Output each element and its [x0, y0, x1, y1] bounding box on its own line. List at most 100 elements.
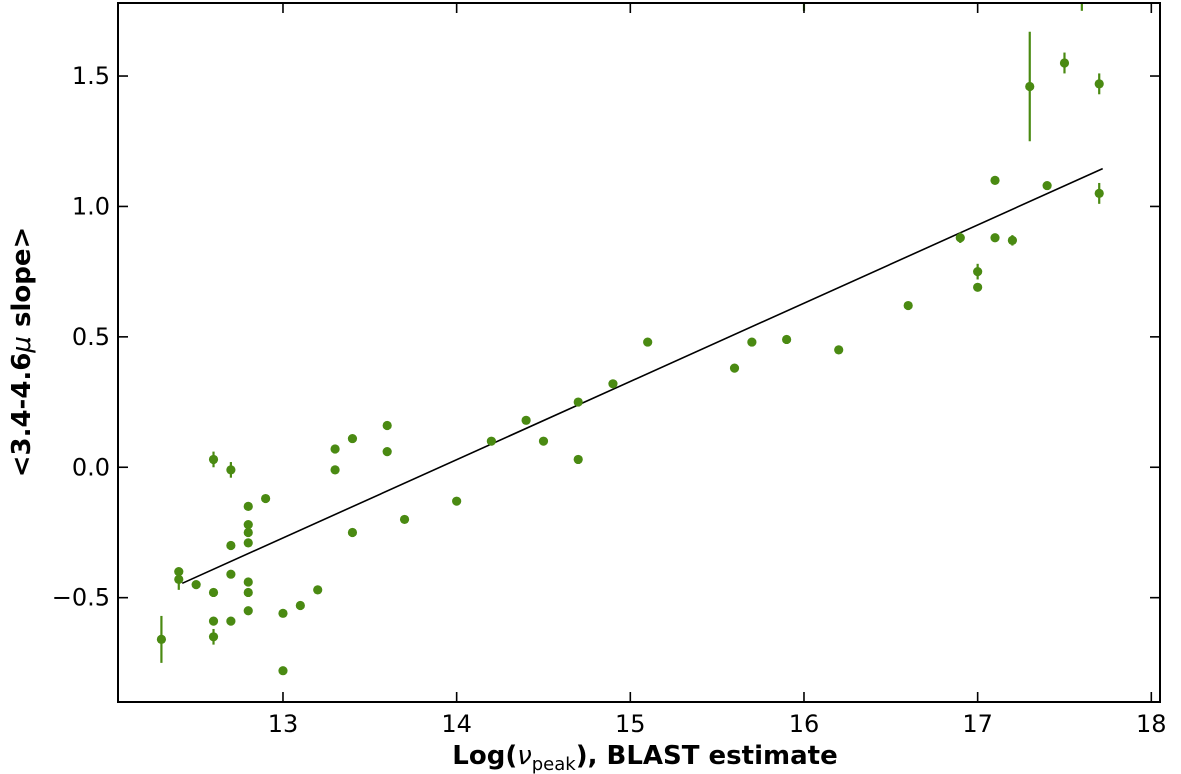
data-point: [1094, 182, 1104, 204]
point-marker: [1042, 180, 1052, 191]
y-tick-label: 0.5: [72, 323, 110, 351]
data-point: [261, 493, 271, 504]
x-axis-title: Log(νpeak), BLAST estimate: [452, 741, 837, 774]
point-marker: [573, 397, 583, 407]
data-point: [573, 397, 583, 407]
point-marker: [243, 587, 253, 598]
point-marker: [990, 175, 1000, 185]
data-point: [243, 501, 253, 511]
data-point: [643, 337, 653, 347]
data-point: [903, 300, 913, 311]
data-point: [1007, 235, 1017, 246]
data-point: [1094, 73, 1104, 95]
point-marker: [521, 415, 531, 425]
point-marker: [243, 501, 253, 511]
data-point: [208, 628, 219, 645]
data-point: [486, 436, 496, 446]
data-point: [208, 616, 219, 626]
point-marker: [208, 587, 219, 598]
point-marker: [243, 527, 253, 538]
point-marker: [330, 444, 340, 454]
data-point: [347, 433, 358, 444]
x-tick-label: 14: [441, 710, 472, 738]
point-marker: [1059, 58, 1070, 68]
fit-line: [181, 167, 1104, 585]
data-point: [973, 263, 983, 280]
y-tick-label: 0.0: [72, 453, 110, 481]
x-tick-label: 15: [615, 710, 646, 738]
data-point: [1025, 31, 1035, 142]
point-marker: [278, 608, 288, 618]
point-marker: [834, 345, 844, 355]
point-marker: [399, 514, 410, 525]
point-marker: [747, 337, 757, 347]
data-point: [295, 600, 305, 611]
point-marker: [643, 337, 653, 347]
data-point: [538, 436, 549, 446]
point-marker: [243, 606, 253, 616]
fit-line-layer: [181, 167, 1104, 585]
data-point: [382, 420, 392, 431]
data-point: [330, 444, 340, 454]
data-point: [226, 540, 236, 551]
y-axis-title-suffix: slope>: [7, 227, 37, 336]
y-axis-title-mu: μ: [7, 336, 37, 354]
data-point: [243, 606, 253, 616]
x-tick-label: 16: [789, 710, 820, 738]
data-point: [452, 496, 462, 506]
data-point: [174, 568, 184, 590]
point-marker: [538, 436, 549, 446]
point-marker: [226, 465, 236, 475]
data-point: [347, 527, 358, 538]
data-point: [278, 666, 288, 676]
data-point: [1042, 180, 1052, 191]
data-point: [573, 454, 583, 465]
point-marker: [1094, 79, 1104, 89]
data-point: [156, 615, 167, 663]
data-point: [973, 282, 983, 292]
data-point: [243, 587, 253, 598]
data-point: [782, 334, 792, 345]
point-marker: [261, 493, 271, 504]
point-marker: [1025, 81, 1035, 92]
x-axis-title-nu: ν: [517, 741, 532, 771]
data-point: [521, 415, 531, 425]
point-marker: [1007, 235, 1017, 245]
data-point: [313, 585, 323, 595]
point-marker: [382, 420, 392, 431]
data-point: [834, 345, 844, 355]
y-tick-label: −0.5: [52, 584, 110, 612]
data-point: [226, 569, 236, 579]
data-point: [990, 233, 1000, 243]
data-point: [243, 538, 253, 548]
data-point: [243, 520, 253, 530]
point-marker: [990, 233, 1000, 243]
data-point: [208, 451, 219, 468]
points-layer: [156, 3, 1104, 676]
point-marker: [156, 634, 167, 645]
x-axis-title-suffix: ), BLAST estimate: [576, 741, 838, 771]
point-marker: [243, 538, 253, 548]
data-point: [399, 514, 410, 525]
point-marker: [278, 666, 288, 676]
point-marker: [608, 379, 618, 389]
data-point: [1059, 52, 1070, 74]
y-tick-label: 1.5: [72, 62, 110, 90]
point-marker: [452, 496, 462, 506]
point-marker: [243, 577, 253, 587]
point-marker: [208, 632, 219, 642]
point-marker: [226, 616, 236, 626]
data-point: [191, 580, 201, 590]
point-marker: [347, 527, 358, 538]
point-marker: [243, 520, 253, 530]
y-tick-label: 1.0: [72, 192, 110, 220]
point-marker: [174, 574, 184, 585]
point-marker: [191, 580, 201, 590]
y-axis-title: <3.4-4.6μ slope>: [7, 227, 37, 478]
point-marker: [573, 454, 583, 465]
point-marker: [347, 433, 358, 444]
point-marker: [295, 600, 305, 611]
point-marker: [330, 465, 340, 475]
y-axis-title-prefix: <3.4-4.6: [7, 353, 37, 478]
point-marker: [903, 300, 913, 311]
